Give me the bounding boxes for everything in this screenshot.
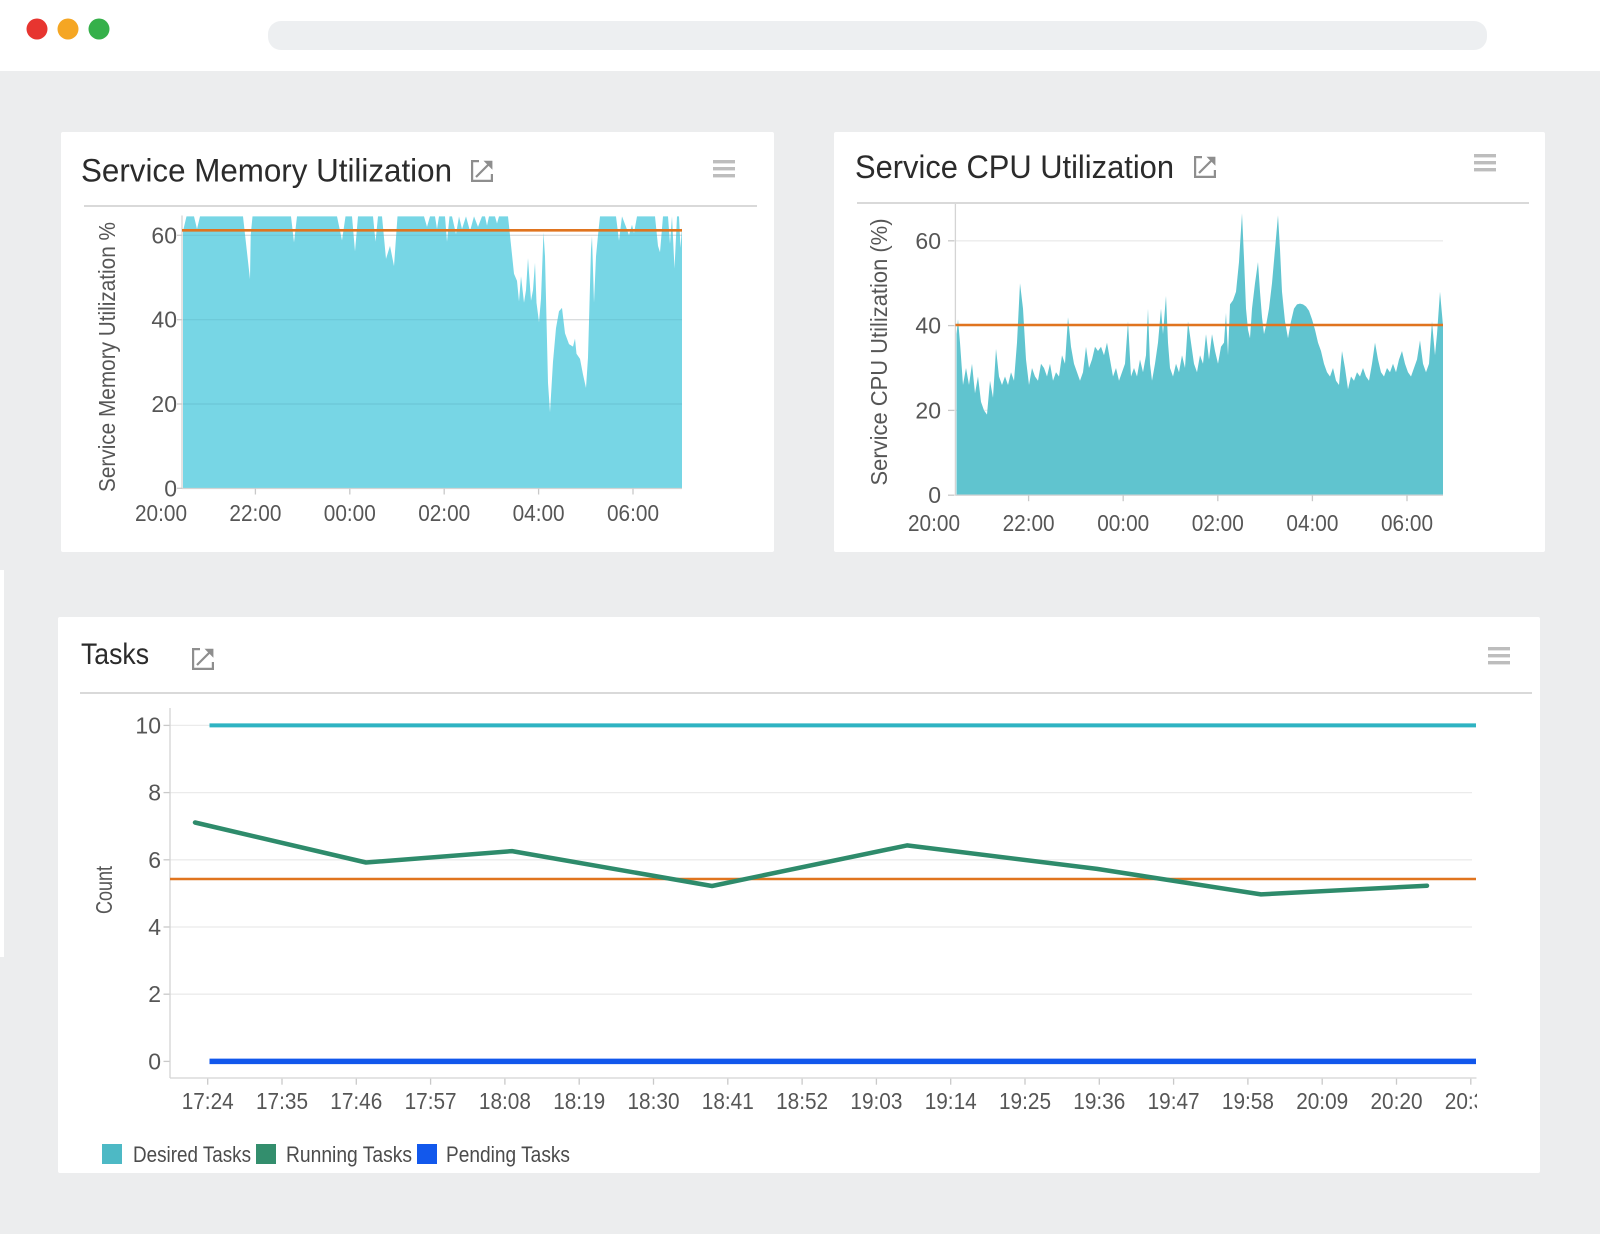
svg-text:40: 40 <box>151 307 177 333</box>
svg-text:Running Tasks: Running Tasks <box>286 1142 412 1167</box>
svg-text:17:57: 17:57 <box>405 1088 457 1114</box>
svg-text:02:00: 02:00 <box>418 500 470 526</box>
svg-text:17:46: 17:46 <box>330 1088 382 1114</box>
svg-text:06:00: 06:00 <box>607 500 659 526</box>
svg-text:18:41: 18:41 <box>702 1088 754 1114</box>
svg-text:00:00: 00:00 <box>324 500 376 526</box>
svg-text:19:25: 19:25 <box>999 1088 1051 1114</box>
svg-text:60: 60 <box>915 228 941 254</box>
svg-text:6: 6 <box>148 847 161 873</box>
svg-text:20:20: 20:20 <box>1371 1088 1423 1114</box>
svg-text:60: 60 <box>151 222 177 248</box>
svg-text:Count: Count <box>91 866 117 914</box>
svg-text:19:47: 19:47 <box>1148 1088 1200 1114</box>
svg-text:22:00: 22:00 <box>229 500 281 526</box>
svg-text:18:30: 18:30 <box>628 1088 680 1114</box>
svg-text:2: 2 <box>148 981 161 1007</box>
svg-text:Desired Tasks: Desired Tasks <box>133 1142 251 1167</box>
svg-text:18:19: 18:19 <box>553 1088 605 1114</box>
svg-text:Pending Tasks: Pending Tasks <box>446 1142 570 1167</box>
svg-text:22:00: 22:00 <box>1003 510 1055 536</box>
svg-text:20:09: 20:09 <box>1296 1088 1348 1114</box>
svg-text:0: 0 <box>148 1048 161 1074</box>
svg-text:19:36: 19:36 <box>1073 1088 1125 1114</box>
svg-text:Service Memory Utilization: Service Memory Utilization <box>81 152 452 188</box>
svg-text:18:08: 18:08 <box>479 1088 531 1114</box>
svg-text:20:00: 20:00 <box>135 500 187 526</box>
svg-text:40: 40 <box>915 313 941 339</box>
svg-text:4: 4 <box>148 914 161 940</box>
svg-text:17:24: 17:24 <box>182 1088 234 1114</box>
svg-text:00:00: 00:00 <box>1097 510 1149 536</box>
svg-text:18:52: 18:52 <box>776 1088 828 1114</box>
svg-text:Service CPU Utilization (%): Service CPU Utilization (%) <box>866 219 892 486</box>
svg-text:17:35: 17:35 <box>256 1088 308 1114</box>
svg-text:19:14: 19:14 <box>925 1088 977 1114</box>
svg-text:10: 10 <box>135 712 161 738</box>
svg-text:19:58: 19:58 <box>1222 1088 1274 1114</box>
svg-text:04:00: 04:00 <box>513 500 565 526</box>
svg-text:20:00: 20:00 <box>908 510 960 536</box>
svg-text:Tasks: Tasks <box>81 638 149 671</box>
svg-text:0: 0 <box>164 475 177 501</box>
svg-text:20: 20 <box>151 391 177 417</box>
svg-text:04:00: 04:00 <box>1286 510 1338 536</box>
svg-text:20: 20 <box>915 397 941 423</box>
svg-text:Service Memory Utilization %: Service Memory Utilization % <box>94 222 120 492</box>
svg-text:Service CPU Utilization: Service CPU Utilization <box>855 149 1174 185</box>
svg-text:20:31: 20:31 <box>1445 1088 1477 1114</box>
svg-text:0: 0 <box>928 482 941 508</box>
svg-text:8: 8 <box>148 780 161 806</box>
svg-text:19:03: 19:03 <box>850 1088 902 1114</box>
svg-text:06:00: 06:00 <box>1381 510 1433 536</box>
svg-text:02:00: 02:00 <box>1192 510 1244 536</box>
